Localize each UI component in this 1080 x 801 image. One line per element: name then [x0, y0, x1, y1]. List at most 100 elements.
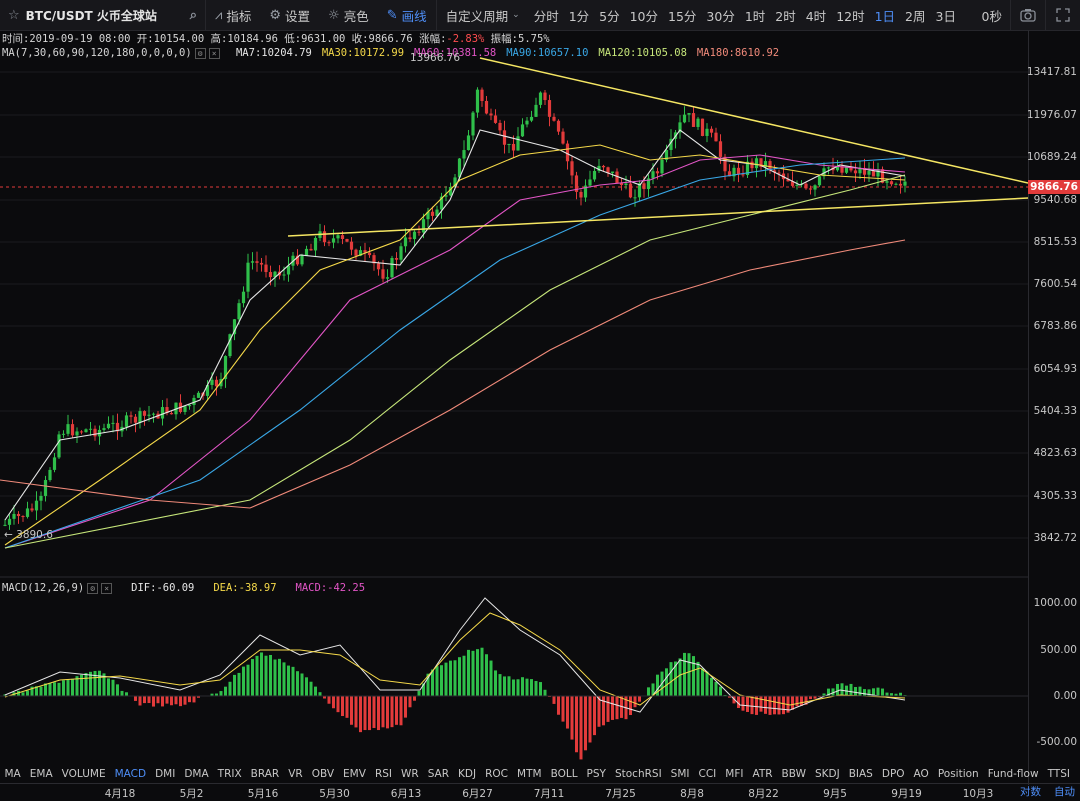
- indicator-tab[interactable]: PSY: [582, 768, 610, 780]
- fullscreen-icon[interactable]: [1045, 0, 1080, 30]
- macd-bar: [710, 678, 713, 696]
- auto-scale-toggle[interactable]: 自动: [1054, 784, 1075, 799]
- macd-bar: [40, 687, 43, 696]
- candle-body: [12, 514, 15, 519]
- candle-body: [143, 411, 146, 416]
- indicator-tab[interactable]: EMA: [25, 768, 57, 780]
- indicator-tab[interactable]: CCI: [694, 768, 721, 780]
- macd-bar: [364, 696, 367, 730]
- indicator-tab[interactable]: WR: [397, 768, 424, 780]
- macd-bar: [188, 696, 191, 702]
- candle-body: [75, 431, 78, 435]
- indicator-tab[interactable]: SAR: [423, 768, 453, 780]
- indicator-tab[interactable]: RSI: [370, 768, 396, 780]
- price-tick: 4305.33: [1034, 490, 1077, 502]
- macd-bar: [485, 654, 488, 696]
- indicator-tab[interactable]: MFI: [721, 768, 748, 780]
- indicator-tab[interactable]: ROC: [481, 768, 513, 780]
- macd-bar: [796, 696, 799, 706]
- indicator-tab[interactable]: TRIX: [213, 768, 246, 780]
- indicator-tab[interactable]: Position: [933, 768, 983, 780]
- indicator-tab[interactable]: MTM: [513, 768, 547, 780]
- candle-body: [251, 261, 254, 262]
- candle-body: [237, 303, 240, 319]
- candle-body: [255, 261, 258, 263]
- macd-bar: [859, 687, 862, 696]
- candle-body: [899, 184, 902, 186]
- candle-body: [417, 232, 420, 233]
- macd-bar: [539, 682, 542, 696]
- price-tick: 5404.33: [1034, 405, 1077, 417]
- candle-body: [714, 133, 717, 142]
- candle-body: [111, 423, 114, 424]
- macd-bar: [440, 665, 443, 696]
- candle-body: [62, 434, 65, 435]
- candle-body: [170, 413, 173, 414]
- macd-bar: [499, 674, 502, 696]
- candle-body: [386, 277, 389, 278]
- candle-body: [260, 263, 263, 265]
- candle-body: [867, 171, 870, 175]
- macd-bar: [233, 675, 236, 696]
- indicator-tab[interactable]: SMI: [666, 768, 694, 780]
- macd-bar: [26, 691, 29, 696]
- candle-body: [282, 275, 285, 276]
- indicator-tab[interactable]: BRAR: [246, 768, 284, 780]
- indicator-tab[interactable]: OBV: [307, 768, 338, 780]
- indicator-tab[interactable]: VOLUME: [57, 768, 110, 780]
- candle-body: [521, 124, 524, 136]
- macd-bar: [125, 692, 128, 696]
- macd-bar: [616, 696, 619, 719]
- indicator-tab[interactable]: StochRSI: [610, 768, 666, 780]
- kline-chart[interactable]: 13966.76← 3890.6: [0, 0, 1028, 783]
- macd-bar: [791, 696, 794, 710]
- macd-bar: [409, 696, 412, 707]
- indicator-tab[interactable]: MA: [0, 768, 25, 780]
- indicator-tab[interactable]: VR: [284, 768, 307, 780]
- indicator-tab[interactable]: ATR: [748, 768, 777, 780]
- candle-body: [399, 246, 402, 259]
- candle-body: [242, 292, 245, 303]
- price-tick: 13417.81: [1027, 66, 1077, 78]
- indicator-tab[interactable]: KDJ: [454, 768, 481, 780]
- candle-body: [872, 171, 875, 177]
- macd-bar: [683, 653, 686, 696]
- indicator-tab[interactable]: TTSI: [1043, 768, 1074, 780]
- candle-body: [512, 144, 515, 151]
- indicator-tab[interactable]: EMV: [339, 768, 371, 780]
- indicator-tab[interactable]: DPO: [877, 768, 909, 780]
- macd-bar: [71, 679, 74, 696]
- macd-bar: [229, 682, 232, 696]
- macd-bar: [373, 696, 376, 728]
- macd-bar: [634, 696, 637, 707]
- log-scale-toggle[interactable]: 对数: [1020, 784, 1041, 799]
- macd-bar: [346, 696, 349, 718]
- macd-bar: [193, 696, 196, 702]
- indicator-tab[interactable]: DMI: [151, 768, 180, 780]
- indicator-tab[interactable]: AO: [909, 768, 933, 780]
- candle-body: [813, 185, 816, 189]
- candle-body: [651, 171, 654, 178]
- macd-tick: 1000.00: [1034, 597, 1077, 609]
- indicator-tab[interactable]: Fund-flow: [983, 768, 1043, 780]
- candle-body: [890, 181, 893, 184]
- macd-bar: [472, 651, 475, 696]
- candle-body: [125, 415, 128, 426]
- macd-bar: [670, 662, 673, 696]
- candle-body: [503, 130, 506, 144]
- candle-body: [885, 181, 888, 183]
- macd-bar: [589, 696, 592, 742]
- indicator-tab[interactable]: MACD: [110, 768, 150, 780]
- indicator-tab[interactable]: SKDJ: [810, 768, 844, 780]
- macd-bar: [269, 655, 272, 696]
- indicator-tab[interactable]: BBW: [777, 768, 810, 780]
- indicator-tab[interactable]: BIAS: [844, 768, 877, 780]
- indicator-tab[interactable]: BOLL: [546, 768, 582, 780]
- indicator-tab[interactable]: DMA: [180, 768, 213, 780]
- candle-body: [309, 249, 312, 251]
- candle-body: [3, 525, 6, 526]
- price-tick: 4823.63: [1034, 447, 1077, 459]
- price-tick: 10689.24: [1027, 151, 1077, 163]
